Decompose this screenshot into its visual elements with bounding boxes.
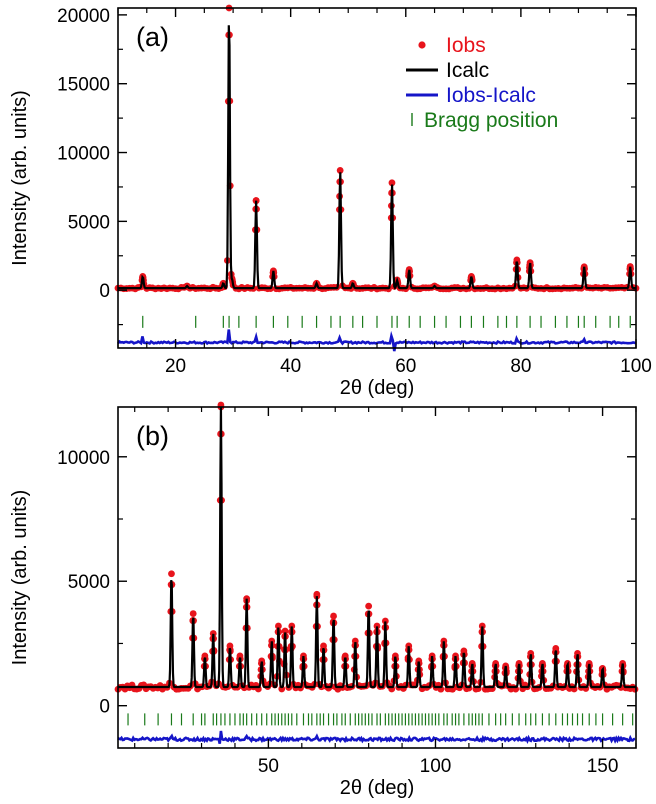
panel-label: (a) [136, 22, 169, 52]
x-axis-title: 2θ (deg) [340, 777, 415, 799]
y-tick-label: 0 [99, 697, 110, 718]
y-axis-title: Intensity (arb. units) [9, 490, 31, 666]
panel-label: (b) [136, 421, 169, 451]
icalc-line [118, 406, 636, 689]
y-axis-title: Intensity (arb. units) [9, 90, 31, 266]
legend-dot-marker [418, 41, 426, 49]
y-tick-label: 15000 [57, 75, 110, 96]
x-tick-label: 80 [510, 356, 531, 377]
x-tick-label: 20 [165, 356, 186, 377]
x-axis-title: 2θ (deg) [340, 377, 415, 399]
x-tick-label: 100 [420, 756, 452, 777]
y-tick-label: 20000 [57, 6, 110, 27]
difference-line [117, 730, 636, 745]
legend-label: Iobs [446, 34, 486, 57]
iobs-point [381, 617, 389, 625]
iobs-point [336, 167, 344, 174]
x-tick-label: 40 [280, 356, 301, 377]
legend-label: Bragg position [424, 109, 558, 132]
iobs-point [275, 622, 282, 630]
x-tick-label: 60 [395, 356, 416, 377]
iobs-point [189, 610, 197, 617]
iobs-point [365, 602, 373, 610]
iobs-point [281, 627, 289, 635]
y-tick-label: 5000 [68, 572, 110, 593]
x-tick-label: 150 [587, 756, 619, 777]
iobs-point [288, 622, 296, 630]
y-tick-label: 0 [99, 281, 110, 302]
iobs-point [478, 622, 486, 630]
plot-frame [117, 406, 637, 749]
iobs-point [373, 622, 381, 630]
bragg-ticks [142, 315, 631, 328]
y-tick-label: 10000 [57, 144, 110, 165]
legend-label: Iobs-Icalc [446, 84, 536, 107]
iobs-point [209, 630, 217, 637]
x-tick-label: 100 [620, 356, 652, 377]
iobs-point [168, 570, 175, 578]
iobs-point [330, 612, 337, 620]
bragg-ticks [127, 713, 634, 726]
iobs-point [388, 179, 396, 187]
icalc-line [118, 25, 636, 291]
y-tick-label: 5000 [68, 212, 110, 233]
x-tick-label: 50 [258, 756, 279, 777]
legend-label: Icalc [446, 59, 489, 82]
panel-a-chart: 20 40 60 80 100 0 5000 10000 15000 20000 2θ (deg) I… [9, 4, 652, 399]
panel-b-chart: 50 100 150 0 5000 10000 2θ (deg) Intensity (arb… [9, 401, 639, 799]
y-tick-label: 10000 [57, 448, 110, 469]
difference-line [117, 329, 637, 352]
